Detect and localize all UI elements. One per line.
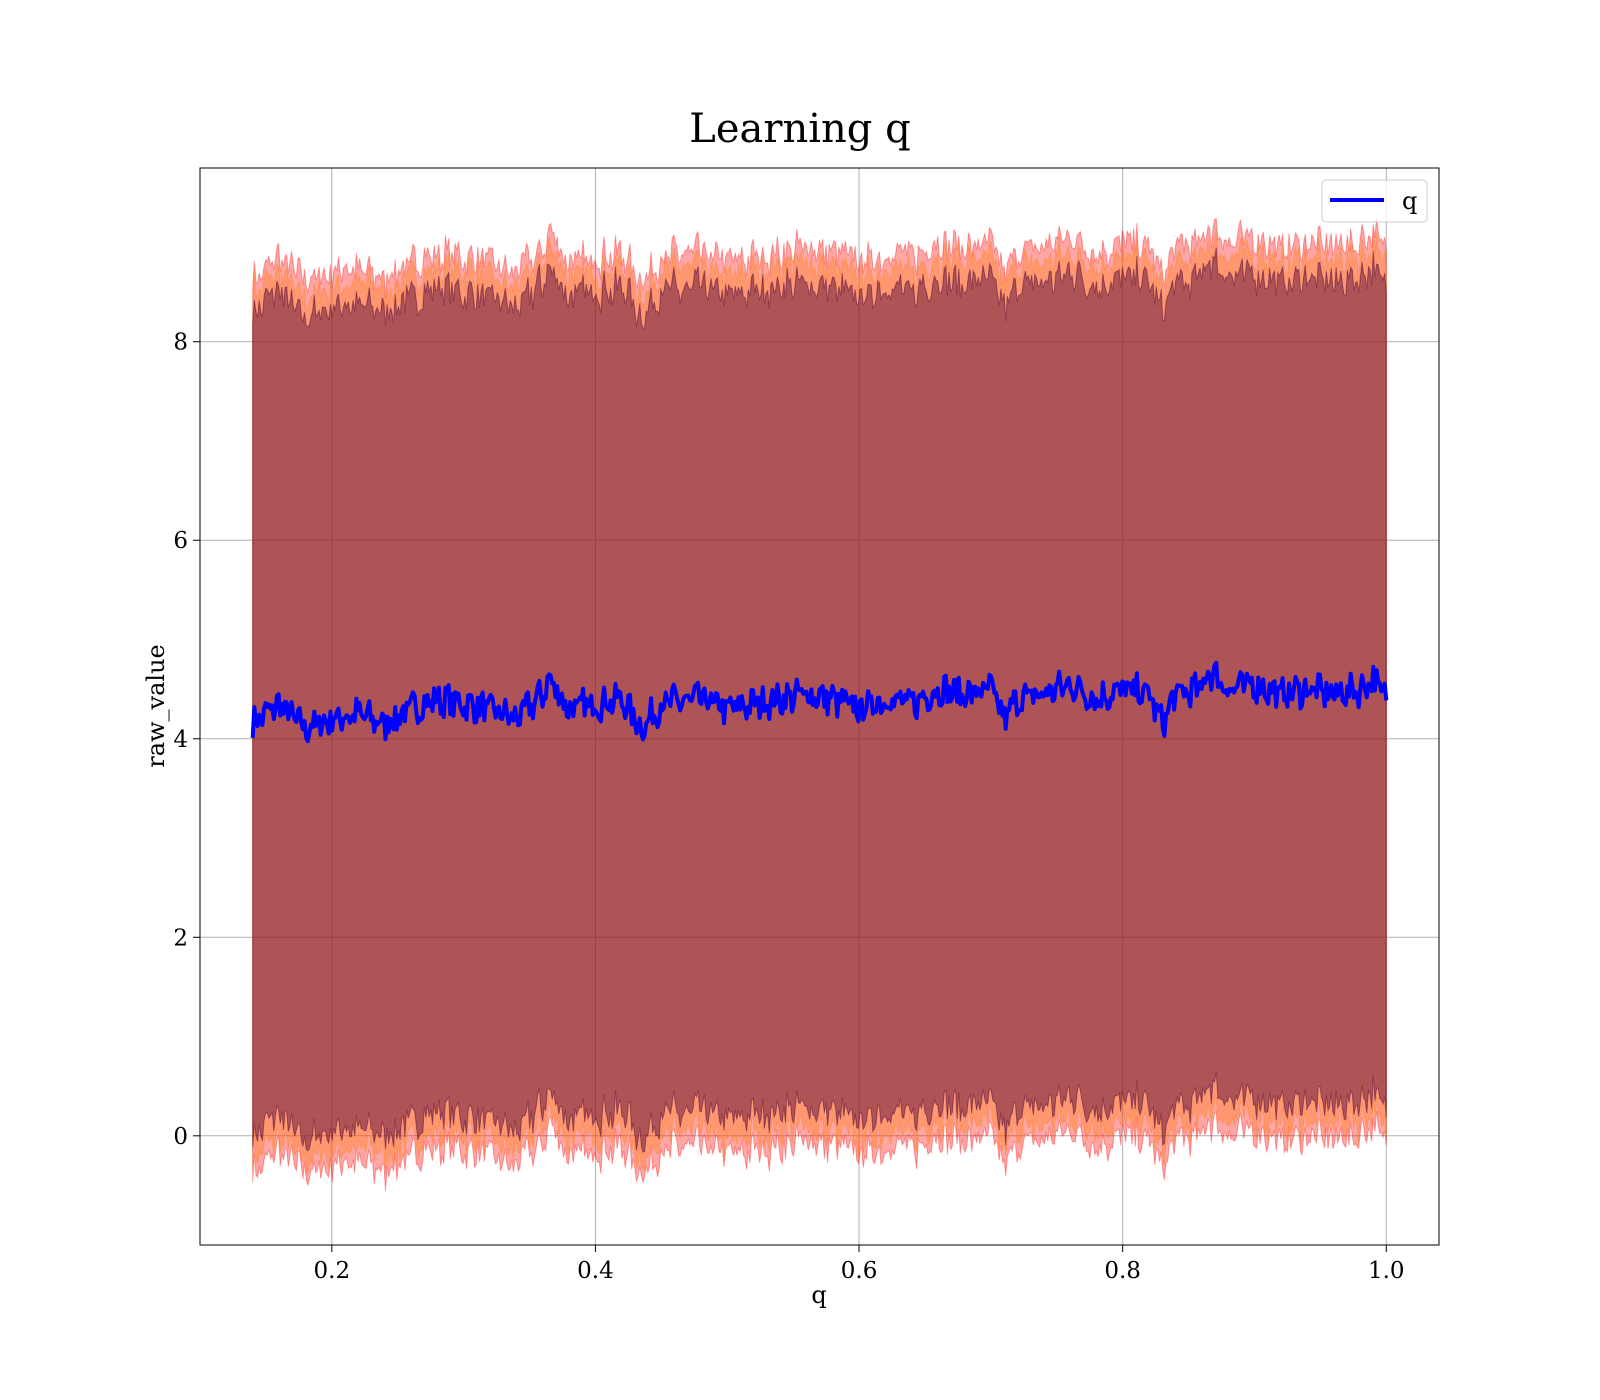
y-tick-label: 4: [173, 727, 188, 753]
series-line-q: [250, 660, 1389, 744]
y-axis-label: raw_value: [142, 644, 170, 768]
y-tick-label: 0: [173, 1124, 188, 1150]
legend: q: [1321, 179, 1428, 223]
x-tick-label: 1.0: [1368, 1258, 1405, 1284]
x-tick-label: 0.4: [577, 1258, 614, 1284]
x-tick-label: 0.2: [314, 1258, 351, 1284]
grid-lines: [200, 168, 1439, 1245]
y-tick-label: 6: [173, 528, 188, 554]
series-lines: [250, 660, 1389, 744]
x-axis-ticks: 0.2 0.4 0.6 0.8 1.0: [314, 1245, 1405, 1284]
legend-label-q: q: [1402, 187, 1417, 215]
chart-title: Learning q: [689, 106, 910, 152]
plot-frame: [199, 167, 1440, 1246]
x-tick-label: 0.8: [1104, 1258, 1141, 1284]
y-tick-label: 2: [173, 925, 188, 951]
x-axis-label: q: [811, 1281, 826, 1309]
x-tick-label: 0.6: [841, 1258, 878, 1284]
y-axis-ticks: 0 2 4 6 8: [173, 330, 200, 1150]
y-tick-label: 8: [173, 330, 188, 356]
